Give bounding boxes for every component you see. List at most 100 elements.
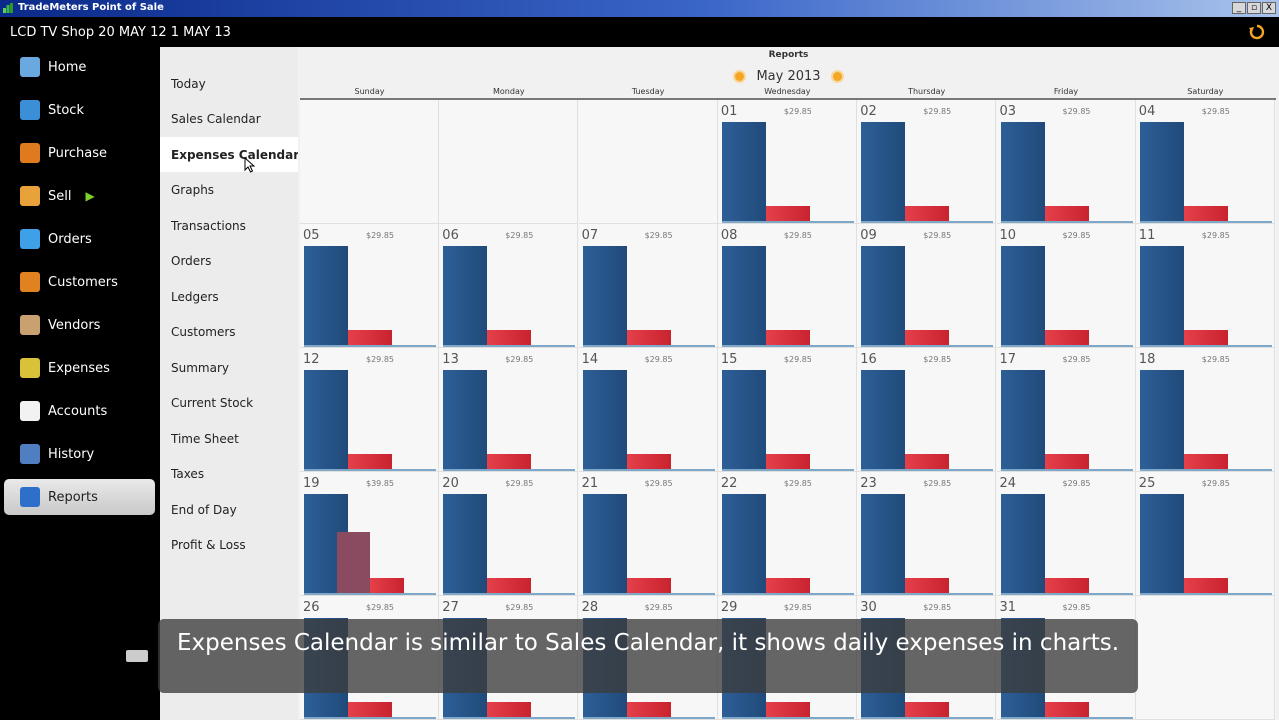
nav-item-accounts[interactable]: Accounts [4, 393, 155, 429]
day-amount: $29.85 [783, 603, 812, 612]
day-amount: $29.85 [644, 355, 673, 364]
report-menu-item[interactable]: Current Stock [171, 396, 254, 410]
calendar-day-cell[interactable]: 21 $29.85 [578, 472, 718, 596]
report-menu-item[interactable]: Profit & Loss [171, 538, 246, 552]
day-amount: $29.85 [505, 603, 534, 612]
report-menu-item[interactable]: Transactions [171, 218, 246, 233]
calendar-day-cell[interactable]: 19 $39.85 [300, 472, 439, 596]
report-menu-item[interactable]: Orders [171, 254, 212, 268]
orders-arrow-icon [20, 229, 40, 249]
calendar-day-cell[interactable]: 02 $29.85 [857, 100, 997, 224]
nav-item-reports[interactable]: Reports [4, 479, 155, 515]
chart-baseline [1000, 221, 1133, 223]
nav-item-vendors[interactable]: Vendors [4, 307, 155, 343]
sales-bar [721, 494, 766, 593]
weekday-header: Saturday [1187, 87, 1224, 96]
expense-bar [370, 578, 404, 593]
calendar-day-cell[interactable]: 23 $29.85 [857, 472, 997, 596]
calendar-day-cell[interactable]: 15 $29.85 [717, 348, 857, 472]
printer-icon[interactable] [126, 650, 148, 662]
sales-bar [1000, 370, 1045, 469]
day-number: 28 [581, 600, 599, 615]
expense-bar [905, 578, 950, 593]
report-menu-item[interactable]: Sales Calendar [171, 112, 261, 126]
calendar-day-cell[interactable]: 07 $29.85 [578, 224, 718, 348]
chart-baseline [1139, 469, 1272, 471]
calendar-day-cell[interactable]: 03 $29.85 [996, 100, 1136, 224]
chart-baseline [1139, 345, 1272, 347]
day-number: 13 [442, 352, 459, 367]
sales-bar [582, 246, 627, 345]
calendar-day-cell[interactable]: 09 $29.85 [857, 224, 997, 348]
minimize-button[interactable]: _ [1232, 2, 1246, 14]
calendar-day-cell[interactable]: 13 $29.85 [439, 348, 579, 472]
close-button[interactable]: X [1262, 2, 1276, 14]
expense-bar [905, 330, 950, 345]
nav-item-label: Expenses [48, 360, 110, 376]
nav-item-purchase[interactable]: Purchase [4, 135, 155, 171]
calendar-day-cell[interactable]: 25 $29.85 [1135, 472, 1275, 596]
calendar-day-cell[interactable]: 06 $29.85 [439, 224, 579, 348]
nav-item-history[interactable]: History [4, 436, 155, 472]
expense-bar [905, 702, 950, 717]
calendar-day-cell[interactable]: 24 $29.85 [996, 472, 1136, 596]
refresh-icon[interactable] [1249, 24, 1265, 40]
previous-month-button[interactable] [733, 69, 747, 83]
maximize-button[interactable]: ▫ [1247, 2, 1261, 14]
next-month-button[interactable] [830, 69, 844, 83]
calendar-day-cell[interactable]: 04 $29.85 [1135, 100, 1275, 224]
window-title: TradeMeters Point of Sale [18, 2, 164, 13]
calendar-day-cell[interactable]: 01 $29.85 [717, 100, 857, 224]
calendar-day-cell[interactable]: 22 $29.85 [717, 472, 857, 596]
calendar-empty-cell [1135, 596, 1275, 720]
calendar-day-cell[interactable]: 05 $29.85 [300, 224, 439, 348]
expense-bar [1044, 206, 1089, 221]
report-menu-item[interactable]: Time Sheet [171, 431, 239, 446]
report-menu-item[interactable]: Taxes [171, 467, 205, 481]
chart-baseline [721, 469, 854, 471]
day-amount: $29.85 [1062, 603, 1091, 612]
day-amount: $29.85 [366, 355, 394, 364]
sales-bar [582, 370, 627, 469]
chart-baseline [861, 593, 994, 595]
day-number: 10 [999, 228, 1017, 243]
nav-item-stock[interactable]: Stock [4, 92, 155, 128]
calendar-day-cell[interactable]: 18 $29.85 [1135, 348, 1275, 472]
report-menu-item[interactable]: Expenses Calendar [160, 137, 299, 172]
title-bar: TradeMeters Point of Sale _ ▫ X [0, 0, 1279, 17]
report-menu-item[interactable]: Ledgers [171, 289, 219, 304]
nav-item-expenses[interactable]: Expenses [4, 350, 155, 386]
day-number: 25 [1138, 476, 1156, 491]
calendar-day-cell[interactable]: 10 $29.85 [996, 224, 1136, 348]
calendar-empty-cell [439, 100, 579, 224]
report-menu-item[interactable]: Summary [171, 360, 229, 375]
expense-bar [1183, 206, 1228, 221]
report-menu-item[interactable]: End of Day [171, 502, 237, 517]
expense-bar [905, 206, 950, 221]
expense-bar [765, 206, 810, 221]
nav-item-orders[interactable]: Orders [4, 221, 155, 257]
calendar-day-cell[interactable]: 12 $29.85 [300, 348, 439, 472]
expense-bar [487, 330, 532, 345]
expense-bar [1183, 330, 1228, 345]
calendar-day-cell[interactable]: 17 $29.85 [996, 348, 1136, 472]
calendar-day-cell[interactable]: 14 $29.85 [578, 348, 718, 472]
nav-item-sell[interactable]: Sell ▶ [4, 178, 155, 214]
nav-item-home[interactable]: Home [4, 49, 155, 85]
calendar-day-cell[interactable]: 11 $29.85 [1135, 224, 1275, 348]
report-menu-item[interactable]: Customers [171, 325, 236, 339]
reports-menu: Profit & Loss End of Day Taxes Time Sheet Cu… [160, 47, 299, 720]
calendar-day-cell[interactable]: 20 $29.85 [439, 472, 579, 596]
nav-item-customers[interactable]: Customers [4, 264, 155, 300]
report-menu-item[interactable]: Graphs [171, 183, 215, 197]
day-amount: $29.85 [1062, 355, 1091, 364]
report-menu-item[interactable]: Today [171, 76, 206, 91]
sales-bar [1139, 370, 1184, 469]
expense-bar [765, 702, 810, 717]
extra-expense-bar [337, 532, 370, 593]
weekday-header: Thursday [908, 87, 946, 96]
calendar-day-cell[interactable]: 08 $29.85 [717, 224, 857, 348]
day-number: 26 [303, 600, 320, 615]
calendar-day-cell[interactable]: 16 $29.85 [857, 348, 997, 472]
